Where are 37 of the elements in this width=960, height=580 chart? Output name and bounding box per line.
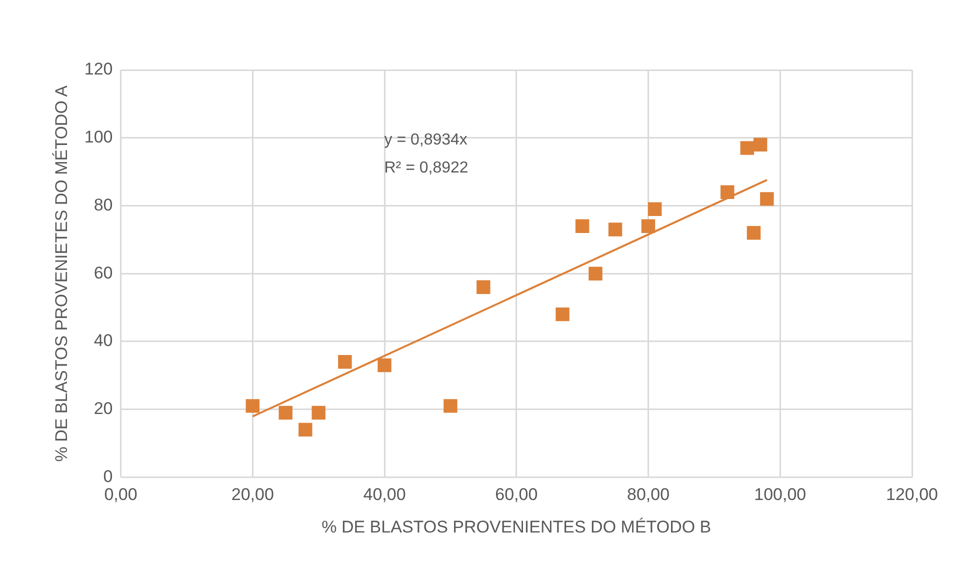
point — [575, 219, 590, 233]
point — [720, 185, 734, 200]
x-tick-label: 120,00 — [886, 485, 938, 504]
point — [278, 406, 292, 420]
point — [746, 226, 761, 240]
x-tick-label: 100,00 — [754, 485, 806, 504]
x-tick-label: 20,00 — [231, 485, 274, 504]
y-tick-label: 80 — [94, 195, 113, 214]
point — [641, 219, 656, 233]
y-tick-label: 0 — [103, 466, 113, 486]
point — [753, 138, 768, 152]
point — [556, 307, 570, 322]
point — [312, 406, 326, 420]
x-tick-label: 80,00 — [626, 485, 670, 504]
point — [608, 222, 622, 236]
point — [444, 399, 458, 413]
y-tick-label: 120 — [84, 60, 113, 79]
point — [588, 266, 602, 280]
point — [648, 202, 662, 216]
y-tick-label: 60 — [94, 263, 113, 282]
x-tick-label: 0,00 — [104, 485, 138, 504]
x-axis-title: % DE BLASTOS PROVENIENTES DO MÉTODO B — [322, 517, 712, 536]
point — [246, 399, 260, 413]
annotation: y = 0,8934x — [384, 131, 468, 148]
y-tick-label: 20 — [94, 399, 113, 418]
y-tick-label: 40 — [94, 331, 113, 350]
y-tick-label: 100 — [84, 128, 113, 147]
point — [760, 192, 774, 206]
point — [298, 422, 312, 437]
point — [338, 354, 352, 369]
x-tick-label: 40,00 — [363, 485, 406, 504]
y-axis-title: % DE BLASTOS PROVENIETES DO MÉTODO A — [52, 84, 71, 462]
point — [378, 358, 392, 372]
annotation: R² = 0,8922 — [384, 159, 468, 176]
x-tick-label: 60,00 — [495, 485, 538, 504]
point — [476, 280, 490, 294]
point — [740, 141, 754, 155]
